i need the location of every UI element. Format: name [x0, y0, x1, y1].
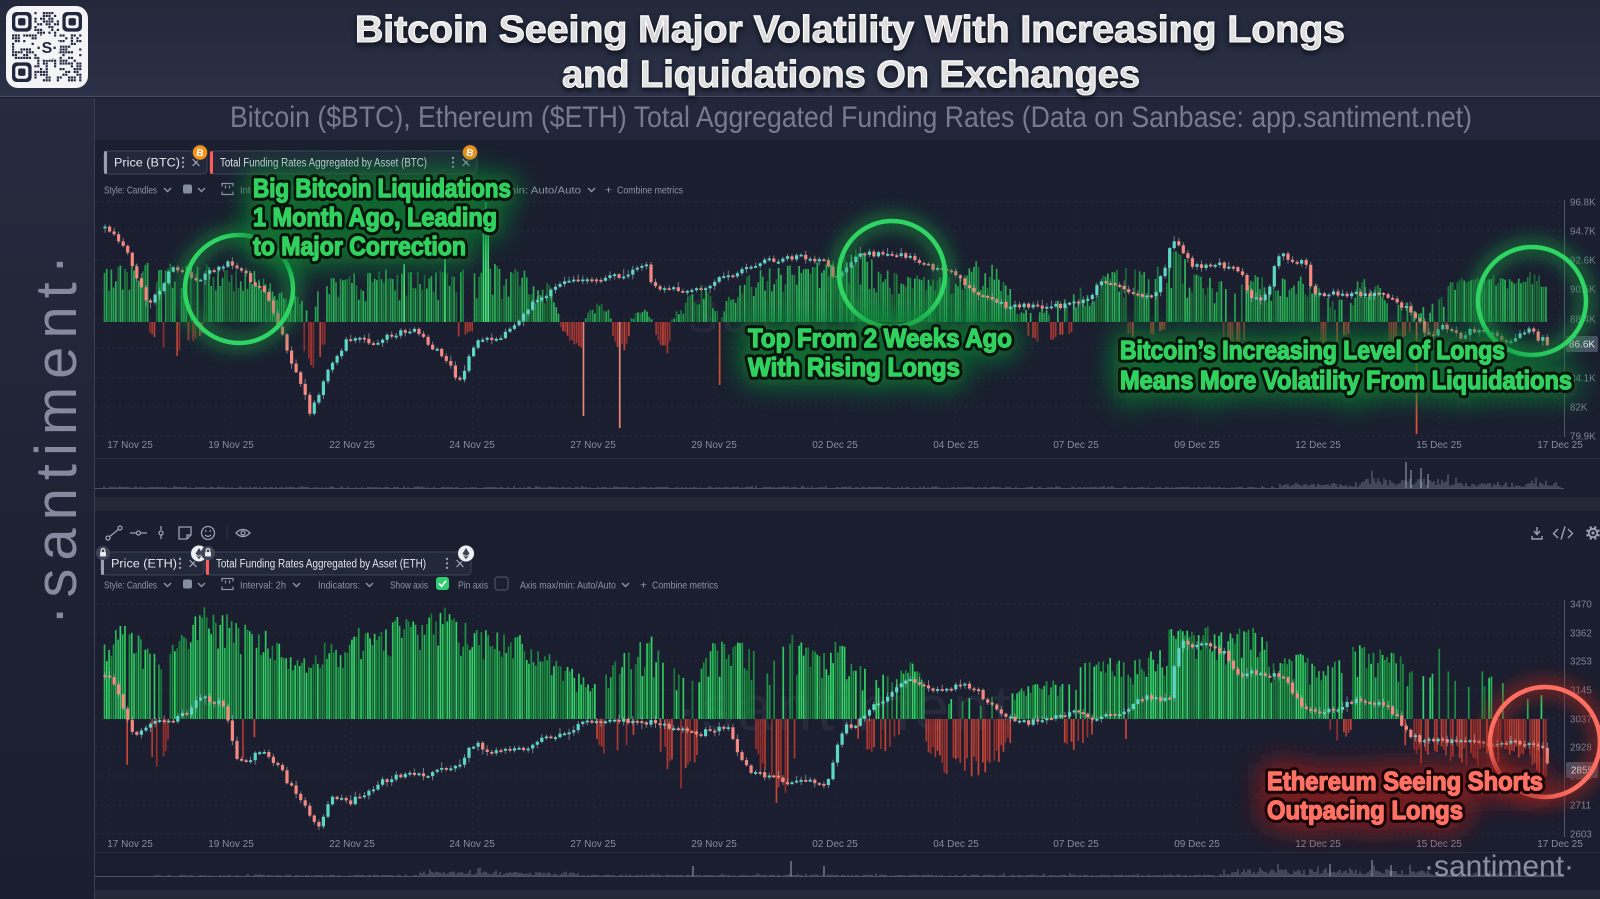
svg-text:09 Dec 25: 09 Dec 25	[1174, 839, 1220, 850]
svg-text:Bitcoin Seeing Major Volatilit: Bitcoin Seeing Major Volatility With Inc…	[355, 9, 1345, 51]
svg-text:04 Dec 25: 04 Dec 25	[933, 440, 979, 451]
svg-text:09 Dec 25: 09 Dec 25	[1174, 440, 1220, 451]
svg-text:and Liquidations On Exchanges: and Liquidations On Exchanges	[562, 54, 1140, 96]
svg-text:Indicators:: Indicators:	[318, 580, 360, 592]
svg-text:Interval: 2h: Interval: 2h	[240, 185, 286, 197]
svg-text:07 Dec 25: 07 Dec 25	[1053, 440, 1099, 451]
svg-text:Big Bitcoin Liquidations: Big Bitcoin Liquidations	[253, 173, 511, 203]
svg-text:79.9K: 79.9K	[1570, 432, 1596, 443]
svg-text:12 Dec 25: 12 Dec 25	[1295, 440, 1341, 451]
svg-text:82K: 82K	[1570, 403, 1588, 414]
svg-text:3037: 3037	[1570, 715, 1592, 726]
svg-text:Pin axis: Pin axis	[458, 580, 488, 592]
svg-text:Bitcoin’s Increasing Level of: Bitcoin’s Increasing Level of Longs	[1120, 335, 1505, 365]
svg-text:02 Dec 25: 02 Dec 25	[812, 839, 858, 850]
svg-text:Ethereum Seeing Shorts: Ethereum Seeing Shorts	[1267, 766, 1543, 796]
svg-text:24 Nov 25: 24 Nov 25	[449, 440, 495, 451]
svg-text:With Rising Longs: With Rising Longs	[748, 352, 960, 382]
svg-text:Combine metrics: Combine metrics	[652, 580, 718, 592]
svg-text:Style: Candles: Style: Candles	[104, 185, 157, 197]
svg-text:96.8K: 96.8K	[1570, 198, 1596, 209]
svg-text:07 Dec 25: 07 Dec 25	[1053, 839, 1099, 850]
svg-text:12 Dec 25: 12 Dec 25	[1295, 839, 1341, 850]
svg-text:92.6K: 92.6K	[1570, 256, 1596, 267]
svg-text:Axis max/min: Auto/Auto: Axis max/min: Auto/Auto	[520, 580, 616, 592]
svg-text:to Major Correction: to Major Correction	[253, 231, 466, 261]
svg-text:Means More Volatility From Liq: Means More Volatility From Liquidations	[1120, 365, 1572, 395]
svg-text:·santiment·: ·santiment·	[24, 247, 89, 625]
svg-text:3362: 3362	[1570, 629, 1592, 640]
svg-text:17 Dec 25: 17 Dec 25	[1537, 839, 1583, 850]
svg-text:84.1K: 84.1K	[1570, 374, 1596, 385]
svg-text:Total Funding Rates Aggregated: Total Funding Rates Aggregated by Asset …	[216, 559, 426, 571]
svg-text:29 Nov 25: 29 Nov 25	[691, 440, 737, 451]
svg-text:Top From 2 Weeks Ago: Top From 2 Weeks Ago	[748, 323, 1012, 353]
svg-text:·santiment·: ·santiment·	[1424, 850, 1574, 883]
svg-text:2603: 2603	[1570, 830, 1592, 841]
svg-text:29 Nov 25: 29 Nov 25	[691, 839, 737, 850]
svg-text:17 Nov 25: 17 Nov 25	[107, 839, 153, 850]
svg-text:Ethereum Seeing Shorts: Ethereum Seeing Shorts	[1267, 766, 1543, 796]
svg-text:15 Dec 25: 15 Dec 25	[1416, 839, 1462, 850]
svg-text:15 Dec 25: 15 Dec 25	[1416, 440, 1462, 451]
svg-text:B: B	[465, 147, 474, 159]
svg-text:86.6K: 86.6K	[1569, 340, 1595, 351]
svg-text:2928: 2928	[1570, 743, 1592, 754]
svg-text:Means More Volatility From Liq: Means More Volatility From Liquidations	[1120, 365, 1572, 395]
svg-text:Big Bitcoin Liquidations: Big Bitcoin Liquidations	[253, 173, 511, 203]
svg-text:Bitcoin ($BTC), Ethereum ($ETH: Bitcoin ($BTC), Ethereum ($ETH) Total Ag…	[230, 101, 1472, 134]
svg-text:Price (ETH): Price (ETH)	[111, 559, 177, 571]
svg-text:B: B	[195, 147, 204, 159]
svg-text:02 Dec 25: 02 Dec 25	[812, 440, 858, 451]
svg-text:3145: 3145	[1570, 686, 1592, 697]
svg-text:Axis max/min: Auto/Auto: Axis max/min: Auto/Auto	[457, 185, 581, 197]
svg-text:+: +	[605, 185, 612, 197]
svg-text:22 Nov 25: 22 Nov 25	[329, 440, 375, 451]
svg-text:Bitcoin’s Increasing Level of: Bitcoin’s Increasing Level of Longs	[1120, 335, 1505, 365]
svg-text:19 Nov 25: 19 Nov 25	[208, 839, 254, 850]
svg-text:Outpacing Longs: Outpacing Longs	[1267, 795, 1463, 825]
svg-text:Interval: 2h: Interval: 2h	[240, 580, 286, 592]
svg-text:Indicators:: Indicators:	[318, 185, 360, 197]
svg-text:2855: 2855	[1571, 766, 1594, 777]
svg-text:19 Nov 25: 19 Nov 25	[208, 440, 254, 451]
svg-text:With Rising Longs: With Rising Longs	[748, 352, 960, 382]
svg-text:3253: 3253	[1570, 657, 1592, 668]
svg-text:27 Nov 25: 27 Nov 25	[570, 839, 616, 850]
svg-text:+: +	[640, 580, 647, 592]
svg-text:24 Nov 25: 24 Nov 25	[449, 839, 495, 850]
svg-text:17 Nov 25: 17 Nov 25	[107, 440, 153, 451]
svg-text:to Major Correction: to Major Correction	[253, 231, 466, 261]
svg-text:27 Nov 25: 27 Nov 25	[570, 440, 616, 451]
svg-text:22 Nov 25: 22 Nov 25	[329, 839, 375, 850]
svg-text:3470: 3470	[1570, 600, 1592, 611]
svg-text:2711: 2711	[1570, 801, 1591, 812]
svg-text:1 Month Ago, Leading: 1 Month Ago, Leading	[253, 202, 497, 232]
svg-text:Total Funding Rates Aggregated: Total Funding Rates Aggregated by Asset …	[220, 158, 427, 170]
svg-text:94.7K: 94.7K	[1570, 227, 1596, 238]
svg-text:Price (BTC): Price (BTC)	[114, 158, 180, 170]
svg-text:Combine metrics: Combine metrics	[617, 185, 683, 197]
svg-text:Show axis: Show axis	[390, 185, 428, 197]
svg-text:1 Month Ago, Leading: 1 Month Ago, Leading	[253, 202, 497, 232]
svg-text:Top From 2 Weeks Ago: Top From 2 Weeks Ago	[748, 323, 1012, 353]
svg-text:17 Dec 25: 17 Dec 25	[1537, 440, 1583, 451]
svg-text:·S·: ·S·	[36, 40, 57, 57]
svg-text:Outpacing Longs: Outpacing Longs	[1267, 795, 1463, 825]
svg-text:Style: Candles: Style: Candles	[104, 580, 157, 592]
svg-text:04 Dec 25: 04 Dec 25	[933, 839, 979, 850]
svg-text:Show axis: Show axis	[390, 580, 428, 592]
